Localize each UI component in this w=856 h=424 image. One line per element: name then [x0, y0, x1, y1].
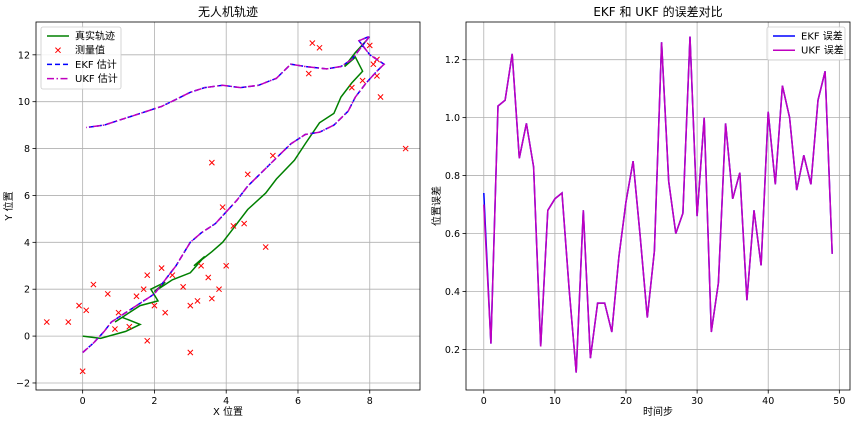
ukf-error-line: [483, 36, 833, 373]
error-ytick-label: 0.8: [445, 171, 460, 182]
legend-meas-label: 测量值: [75, 44, 105, 57]
trajectory-chart: 0 2 4 6 8 −2 0 2 4 6 8 10 12 无人机轨迹 X 位置 Y 位置 真实轨迹测量值…: [2, 5, 421, 418]
measurement-point: [219, 204, 226, 211]
error-xtick-label: 10: [549, 396, 561, 407]
measurement-point: [115, 309, 122, 316]
trajectory-ytick-label: 8: [24, 144, 30, 155]
measurement-point: [198, 262, 205, 269]
error-xlabel: 时间步: [643, 405, 673, 418]
measurement-point: [104, 290, 111, 297]
trajectory-xlabel: X 位置: [213, 405, 243, 418]
error-xtick-label: 20: [620, 396, 632, 407]
measurement-point: [126, 323, 133, 330]
measurement-point: [65, 319, 72, 325]
trajectory-xtick-label: 2: [151, 396, 157, 407]
measurement-point: [180, 283, 187, 290]
trajectory-ytick-label: 2: [24, 285, 30, 296]
measurement-point: [169, 272, 176, 279]
trajectory-xtick-label: 6: [295, 396, 301, 407]
trajectory-ytick-label: −2: [16, 378, 30, 389]
measurement-point: [76, 302, 83, 309]
measurement-point: [370, 61, 377, 68]
measurement-point: [316, 44, 323, 51]
trajectory-axes-frame: [35, 21, 421, 391]
trajectory-xtick-label: 8: [367, 396, 373, 407]
measurement-point: [162, 309, 169, 316]
measurement-point: [194, 297, 201, 304]
trajectory-ytick-label: 0: [24, 332, 30, 343]
measurement-point: [216, 286, 222, 293]
measurement-point: [43, 319, 50, 325]
error-ytick-label: 0.2: [445, 345, 460, 356]
error-title: EKF 和 UKF 的误差对比: [593, 4, 722, 19]
measurement-point: [151, 302, 158, 309]
error-xtick-label: 50: [833, 396, 845, 407]
measurement-point: [373, 72, 380, 79]
measurement-point: [359, 77, 366, 84]
measurement-point: [140, 286, 147, 293]
error-xtick-label: 30: [691, 396, 703, 407]
measurement-point: [269, 152, 276, 159]
measurement-point: [83, 307, 90, 314]
legend-true-label: 真实轨迹: [75, 30, 115, 43]
measurement-point: [111, 326, 118, 333]
measurement-point: [144, 272, 151, 279]
measurement-point: [158, 265, 165, 272]
measurement-point: [262, 244, 269, 250]
measurement-point: [244, 171, 251, 178]
trajectory-grid: [36, 22, 420, 390]
error-ytick-label: 1.2: [445, 55, 460, 66]
legend-ekf-error-label: EKF 误差: [801, 30, 843, 43]
error-plot-area: [466, 22, 850, 390]
trajectory-ylabel: Y 位置: [2, 191, 15, 221]
legend-ekf-label: EKF 估计: [75, 58, 117, 71]
measurement-point: [377, 94, 384, 100]
measurement-point: [144, 337, 151, 344]
trajectory-ytick-label: 10: [18, 97, 30, 108]
measurement-point: [305, 70, 312, 77]
legend-meas-marker: [55, 47, 61, 54]
error-xtick-label: 0: [481, 396, 487, 407]
error-ticks: 0 10 20 30 40 50 0.2 0.4 0.6 0.8 1.0 1.2: [445, 55, 845, 407]
measurement-point: [223, 262, 230, 269]
error-ytick-label: 1.0: [445, 113, 460, 124]
measurement-point: [230, 222, 237, 229]
trajectory-series: [43, 35, 409, 375]
trajectory-title: 无人机轨迹: [198, 5, 258, 19]
trajectory-ticks: 0 2 4 6 8 −2 0 2 4 6 8 10 12: [16, 50, 373, 407]
measurement-point: [205, 274, 212, 281]
trajectory-ytick-label: 12: [18, 50, 30, 61]
trajectory-xtick-label: 4: [223, 396, 229, 407]
ekf-estimate-line: [82, 35, 386, 354]
error-chart: 0 10 20 30 40 50 0.2 0.4 0.6 0.8 1.0 1.2 EKF 和 UKF …: [430, 4, 851, 418]
error-series: [483, 36, 833, 373]
measurement-point: [133, 293, 140, 300]
legend-ukf-label: UKF 估计: [75, 72, 118, 85]
error-ytick-label: 0.6: [445, 229, 460, 240]
legend-ukf-error-label: UKF 误差: [801, 44, 844, 57]
measurement-point: [208, 159, 215, 166]
trajectory-ytick-label: 6: [24, 191, 30, 202]
trajectory-xtick-label: 0: [80, 396, 86, 407]
measurement-point: [402, 145, 409, 152]
measurement-point: [348, 84, 355, 91]
measurement-point: [366, 42, 373, 49]
trajectory-ytick-label: 4: [24, 238, 30, 249]
measurement-point: [241, 220, 248, 227]
error-ylabel: 位置误差: [430, 186, 443, 226]
measurement-point: [79, 368, 86, 375]
error-axes-frame: [465, 21, 851, 391]
error-ytick-label: 0.4: [445, 287, 460, 298]
measurement-point: [309, 40, 316, 47]
measurement-point: [187, 302, 194, 309]
error-xtick-label: 40: [762, 396, 774, 407]
measurement-point: [208, 295, 215, 302]
measurement-point: [90, 281, 97, 288]
error-grid: [466, 22, 850, 390]
trajectory-legend-box: [40, 26, 122, 90]
measurement-point: [187, 349, 194, 356]
